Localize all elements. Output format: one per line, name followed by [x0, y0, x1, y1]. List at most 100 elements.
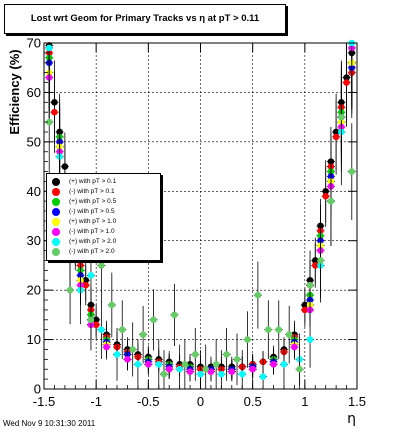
data-point	[322, 192, 330, 200]
x-tick-label: -1.5	[33, 394, 55, 409]
legend-marker	[52, 248, 60, 256]
data-point	[113, 351, 121, 358]
data-point	[108, 301, 116, 309]
y-tick-label: 10	[27, 332, 41, 347]
y-tick-label: 20	[27, 283, 41, 298]
data-point	[238, 370, 246, 378]
data-point	[301, 306, 309, 314]
data-point	[244, 336, 251, 343]
axis-ticks	[43, 42, 358, 390]
legend-marker	[52, 208, 60, 216]
data-point	[228, 368, 236, 376]
data-point	[218, 370, 225, 378]
legend-label: (-) with pT > 0.5	[69, 208, 115, 215]
data-point	[145, 360, 152, 368]
data-point	[212, 360, 220, 368]
legend-label: (+) with pT > 1.0	[69, 218, 117, 225]
legend-entry: (-) with pT > 1.0	[47, 227, 160, 237]
data-point	[139, 331, 147, 338]
data-point	[270, 360, 277, 368]
legend-marker	[52, 238, 60, 246]
data-point	[87, 272, 95, 279]
data-point	[202, 365, 210, 373]
data-point	[176, 365, 183, 373]
data-point	[103, 343, 110, 351]
data-point	[306, 281, 314, 289]
data-point	[306, 336, 314, 343]
data-point	[191, 351, 199, 358]
legend-marker	[52, 198, 60, 206]
x-tick-label: -0.5	[137, 394, 159, 409]
data-point	[296, 365, 303, 373]
data-point	[165, 365, 173, 373]
data-point	[291, 343, 298, 351]
y-tick-label: 40	[27, 184, 41, 199]
data-point	[275, 326, 283, 333]
data-point	[311, 262, 319, 269]
data-point	[265, 326, 272, 333]
legend-label: (-) with pT > 1.0	[69, 228, 115, 235]
data-point	[348, 168, 356, 175]
y-tick-label: 30	[27, 233, 41, 248]
data-point	[317, 257, 324, 264]
data-point	[129, 346, 136, 353]
chart-title: Lost wrt Geom for Primary Tracks vs η at…	[4, 4, 286, 34]
data-point	[98, 326, 105, 333]
data-point	[45, 118, 53, 126]
data-point	[259, 373, 267, 380]
legend: (+) with pT > 0.1 (-) with pT > 0.1 (+) wi…	[46, 173, 161, 261]
legend-label: (-) with pT > 0.1	[69, 188, 115, 195]
data-point	[186, 368, 194, 376]
data-point	[134, 360, 142, 368]
y-tick-label: 50	[27, 134, 41, 149]
legend-marker	[52, 188, 60, 196]
legend-entry: (+) with pT > 0.1	[47, 177, 160, 187]
legend-label: (+) with pT > 0.5	[69, 198, 117, 205]
legend-entry: (-) with pT > 0.1	[47, 187, 160, 197]
data-point	[181, 360, 189, 368]
data-point	[332, 133, 340, 141]
x-tick-label: 0	[197, 394, 204, 409]
tick-labels: -1.5 -1 -0.5 0 0.5 1 1.5 0 10 20 30 40 50 60 70	[27, 36, 367, 410]
data-point	[254, 291, 262, 299]
legend-marker	[52, 228, 60, 236]
data-point	[150, 316, 157, 324]
legend-entry: (+) with pT > 1.0	[47, 217, 160, 227]
data-point	[160, 370, 168, 378]
y-tick-label: 0	[34, 382, 41, 397]
data-point	[98, 262, 105, 269]
data-point	[124, 356, 131, 363]
data-point	[51, 108, 58, 116]
x-axis-label: η	[347, 411, 356, 427]
legend-marker	[52, 218, 60, 226]
legend-marker	[52, 178, 60, 186]
legend-entry: (+) with pT > 0.5	[47, 197, 160, 207]
data-point	[87, 316, 95, 324]
legend-entry: (-) with pT > 2.0	[47, 247, 160, 257]
y-axis-label: Efficiency (%)	[7, 49, 22, 134]
data-point	[118, 326, 126, 333]
legend-entry: (+) with pT > 2.0	[47, 237, 160, 247]
legend-label: (-) with pT > 2.0	[69, 248, 115, 255]
data-point	[197, 370, 204, 378]
data-point	[343, 79, 350, 86]
data-point	[327, 197, 335, 205]
data-point	[82, 281, 90, 289]
y-tick-label: 70	[27, 36, 41, 51]
data-point	[92, 321, 100, 329]
x-tick-label: -1	[90, 394, 102, 409]
data-point	[66, 286, 74, 294]
data-point	[207, 368, 215, 376]
data-point	[338, 113, 345, 121]
y-tick-label: 60	[27, 85, 41, 100]
x-tick-label: 1	[301, 394, 308, 409]
x-tick-label: 0.5	[244, 394, 262, 409]
data-point	[155, 360, 163, 368]
x-tick-label: 1.5	[348, 394, 366, 409]
legend-label: (+) with pT > 2.0	[69, 238, 117, 245]
legend-label: (+) with pT > 0.1	[69, 178, 117, 185]
timestamp: Wed Nov 9 10:31:30 2011	[3, 419, 96, 428]
data-point	[249, 365, 256, 373]
data-point	[233, 356, 241, 363]
legend-entry: (-) with pT > 0.5	[47, 207, 160, 217]
